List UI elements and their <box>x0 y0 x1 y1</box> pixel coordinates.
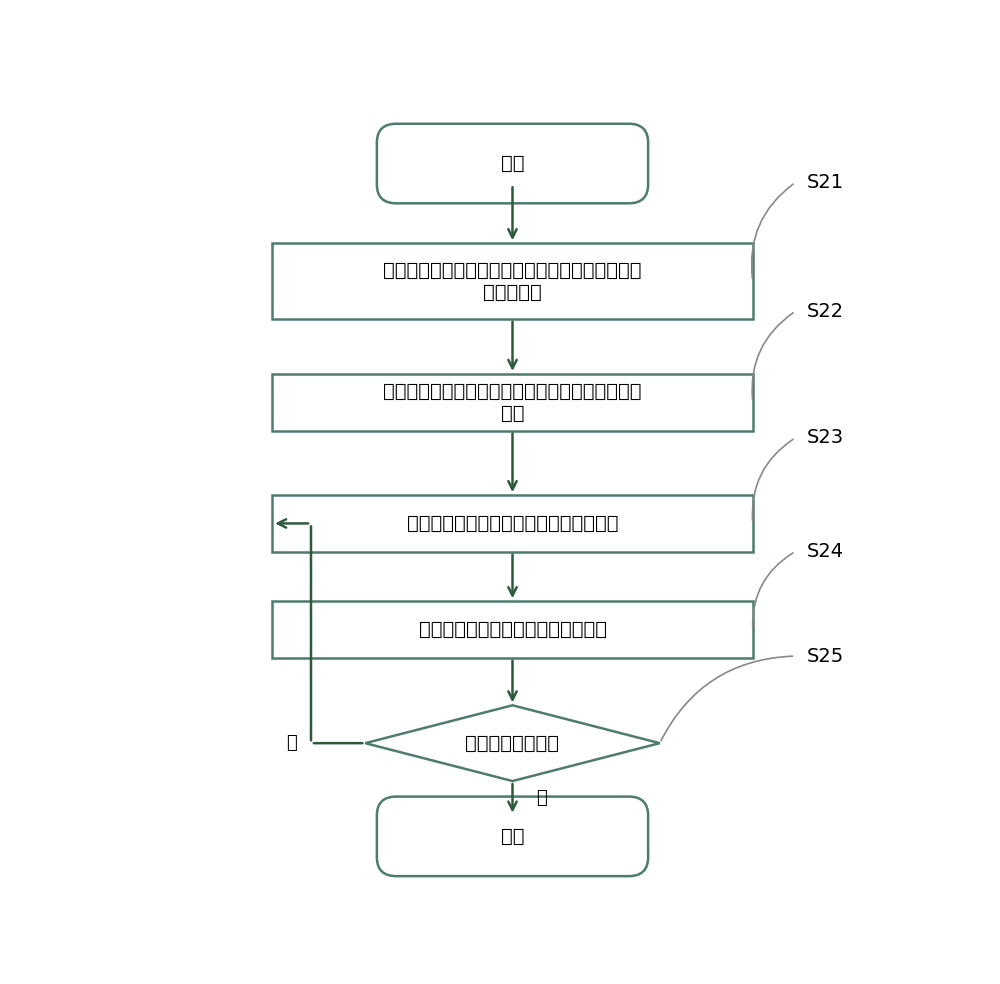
Text: 开始: 开始 <box>501 154 524 173</box>
Text: 结束: 结束 <box>501 827 524 846</box>
Text: 筛选出该歌曲可信值较高的歌单标签: 筛选出该歌曲可信值较高的歌单标签 <box>418 620 606 639</box>
Text: 针对每一歌曲，统计其包含的小类标签以及对应的
频次: 针对每一歌曲，统计其包含的小类标签以及对应的 频次 <box>383 382 642 423</box>
FancyBboxPatch shape <box>272 495 753 552</box>
FancyBboxPatch shape <box>272 601 753 658</box>
Text: 是: 是 <box>286 734 297 752</box>
Text: S22: S22 <box>807 302 844 321</box>
Polygon shape <box>365 706 660 781</box>
Text: S23: S23 <box>807 428 844 448</box>
FancyBboxPatch shape <box>272 374 753 431</box>
FancyBboxPatch shape <box>272 243 753 319</box>
FancyBboxPatch shape <box>377 124 648 204</box>
Text: S24: S24 <box>807 542 844 561</box>
Text: 针对每一小类标签，统计其在全部歌单标签记录中
的出现频次: 针对每一小类标签，统计其在全部歌单标签记录中 的出现频次 <box>383 261 642 301</box>
Text: 计算一歌曲包含的每个歌单标签的可信值: 计算一歌曲包含的每个歌单标签的可信值 <box>407 514 618 533</box>
FancyBboxPatch shape <box>377 797 648 876</box>
Text: 否: 否 <box>536 789 546 807</box>
Text: 是否还有其他歌曲: 是否还有其他歌曲 <box>466 734 560 753</box>
Text: S25: S25 <box>807 646 844 665</box>
Text: S21: S21 <box>807 173 844 192</box>
